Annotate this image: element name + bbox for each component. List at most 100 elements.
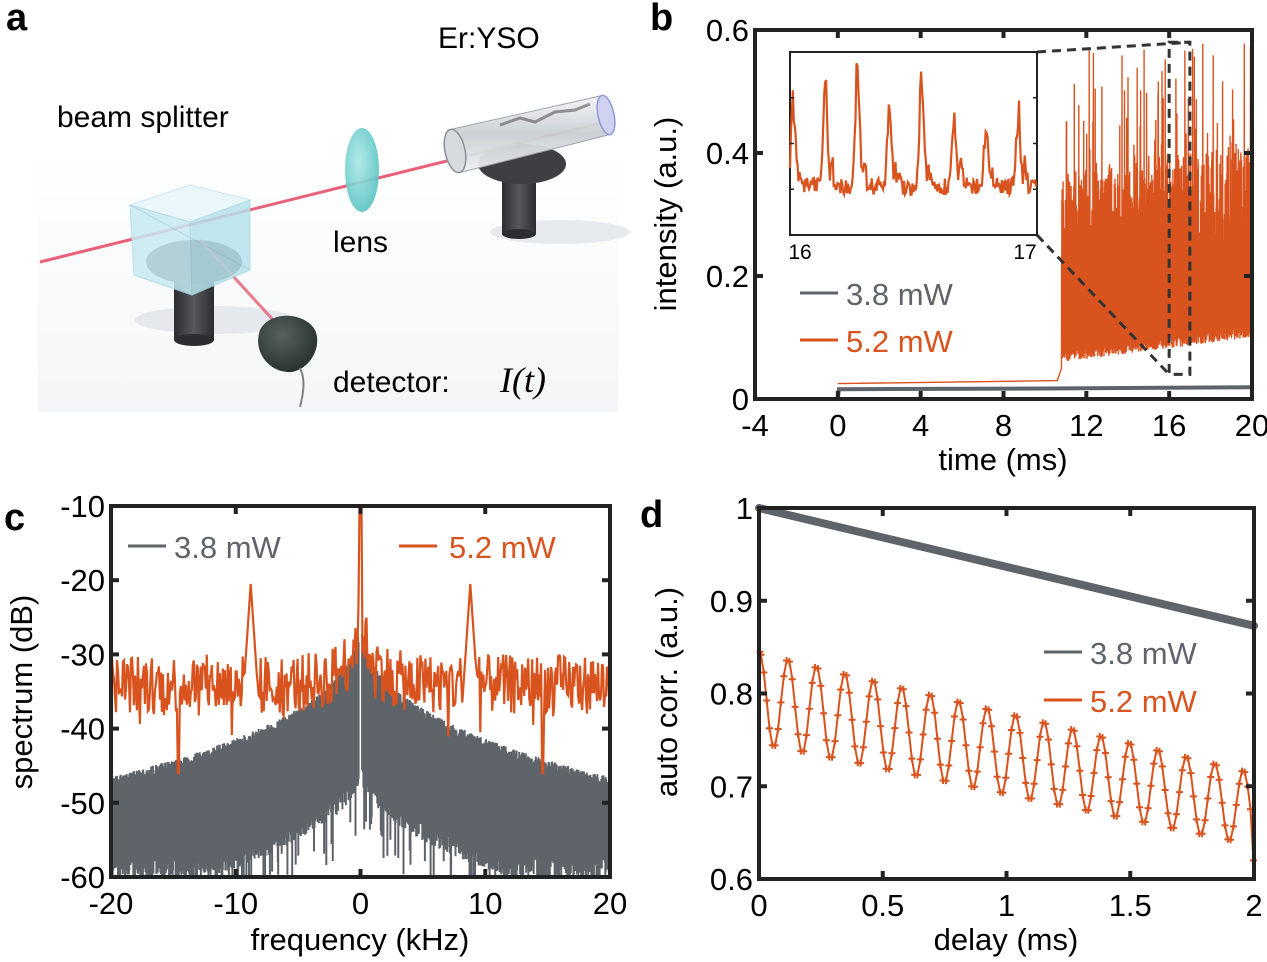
- plus-marker: [1084, 806, 1092, 814]
- y-axis-label: auto corr. (a.u.): [649, 587, 684, 797]
- plus-marker: [985, 706, 993, 714]
- label-lens: lens: [333, 226, 388, 259]
- plus-marker: [794, 730, 802, 738]
- x-tick-label: 16: [1152, 408, 1186, 443]
- inset-x-tick-label: 17: [1013, 241, 1036, 264]
- plus-marker: [959, 716, 967, 723]
- plus-marker: [1033, 756, 1041, 764]
- beam-splitter-icon: [128, 184, 252, 296]
- x-axis-label: delay (ms): [934, 922, 1079, 957]
- plus-marker: [766, 724, 773, 732]
- plus-marker: [814, 665, 822, 672]
- plus-marker: [1107, 797, 1115, 805]
- x-tick-label: 0.5: [861, 888, 904, 923]
- plus-marker: [1130, 756, 1138, 764]
- plus-marker: [942, 777, 950, 785]
- plus-marker: [951, 713, 958, 720]
- plus-marker: [1190, 792, 1198, 800]
- label-beam-splitter: beam splitter: [57, 101, 229, 134]
- er-yso-crystal-icon: [443, 94, 616, 174]
- y-tick-label: 0.6: [710, 862, 753, 897]
- plus-marker: [1207, 773, 1215, 781]
- plus-marker: [1050, 785, 1058, 793]
- legend: 3.8 mW 5.2 mW: [1044, 636, 1198, 719]
- legend-label-high-power: 5.2 mW: [1090, 684, 1198, 719]
- plus-marker: [1070, 727, 1078, 735]
- legend: 3.8 mW 5.2 mW: [128, 530, 557, 565]
- plus-marker: [1099, 734, 1106, 742]
- plus-marker: [1235, 780, 1243, 788]
- x-tick-label: 4: [912, 408, 929, 443]
- label-er-yso: Er:YSO: [438, 22, 540, 55]
- plus-marker: [1232, 801, 1240, 809]
- panel-letter-b: b: [650, 0, 673, 39]
- y-tick-label: 0.6: [706, 13, 749, 48]
- x-axis-label: frequency (kHz): [251, 922, 470, 957]
- plus-marker: [908, 755, 916, 763]
- label-signal-intensity: I(t): [499, 360, 546, 400]
- legend: 3.8 mW 5.2 mW: [800, 277, 954, 359]
- plus-marker: [1016, 729, 1024, 737]
- plus-marker: [885, 765, 893, 773]
- series-line-5.2mW: [837, 43, 1253, 385]
- plus-marker: [956, 699, 964, 707]
- zoom-connector-bottom: [1035, 233, 1171, 376]
- plus-marker: [1076, 767, 1084, 775]
- inset-chart: 16 17: [788, 40, 1190, 376]
- plus-marker: [879, 749, 887, 756]
- plus-marker: [1090, 769, 1098, 777]
- plus-marker: [1079, 791, 1087, 799]
- plus-marker: [1227, 836, 1235, 844]
- plus-marker: [1062, 763, 1069, 770]
- y-tick-label: 0.2: [706, 259, 749, 294]
- plus-marker: [865, 692, 873, 700]
- legend-label-low-power: 3.8 mW: [846, 277, 954, 312]
- plus-marker: [973, 768, 981, 776]
- plus-marker: [933, 735, 941, 743]
- y-axis-label: spectrum (dB): [4, 595, 39, 790]
- plus-marker: [1047, 760, 1055, 768]
- axes: 0 0.5 1 1.5 2 0.6 0.7 0.8 0.9 1: [710, 491, 1263, 923]
- plus-marker: [763, 697, 771, 704]
- plus-marker: [962, 741, 970, 749]
- panel-letter-a: a: [6, 0, 28, 39]
- legend-label-high-power: 5.2 mW: [846, 324, 954, 359]
- x-tick-label: 20: [593, 886, 627, 921]
- x-tick-label: 1.5: [1109, 888, 1152, 923]
- plus-marker: [1201, 816, 1209, 824]
- panel-a: a: [6, 0, 630, 412]
- plus-marker: [888, 749, 896, 757]
- plus-marker: [1230, 822, 1237, 830]
- inset-x-tick-label: 16: [788, 241, 811, 264]
- plus-marker: [771, 741, 779, 749]
- plus-marker: [970, 783, 978, 791]
- plus-marker: [1056, 800, 1064, 808]
- plus-marker: [1104, 773, 1112, 781]
- plus-marker: [1241, 768, 1249, 776]
- plus-marker: [1187, 769, 1195, 777]
- plus-marker: [862, 718, 870, 726]
- plus-marker: [857, 759, 865, 767]
- plus-marker: [899, 685, 907, 693]
- y-tick-label: -40: [60, 712, 105, 747]
- plus-marker: [851, 742, 859, 750]
- plus-marker: [788, 675, 796, 683]
- plus-marker: [1002, 774, 1010, 782]
- plus-marker: [805, 705, 813, 713]
- lens-icon: [345, 128, 379, 212]
- plus-marker: [777, 698, 785, 706]
- plus-marker: [928, 692, 936, 700]
- plus-marker: [1093, 746, 1101, 754]
- plus-marker: [800, 747, 808, 755]
- legend-label-low-power: 3.8 mW: [1090, 636, 1198, 671]
- plus-marker: [976, 743, 984, 751]
- plus-marker: [905, 729, 913, 736]
- inset-frame: [789, 51, 1038, 236]
- plus-marker: [1133, 780, 1141, 788]
- plus-marker: [834, 711, 842, 719]
- plus-marker: [871, 678, 879, 686]
- y-tick-label: -20: [60, 563, 105, 598]
- plus-marker: [760, 669, 768, 676]
- x-tick-label: 0: [750, 888, 767, 923]
